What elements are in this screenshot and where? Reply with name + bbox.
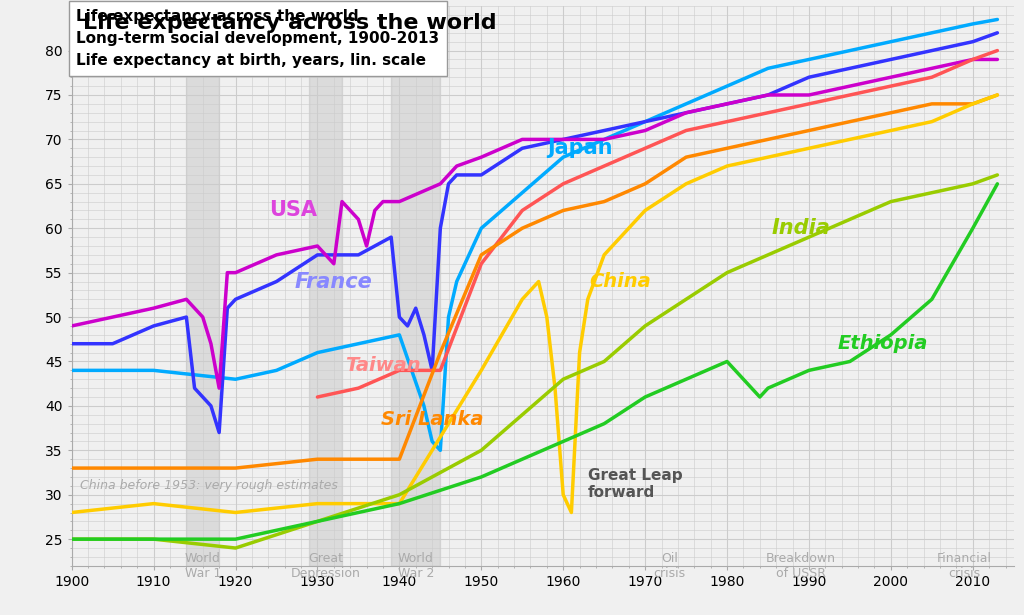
Text: World
War 2: World War 2 bbox=[397, 552, 434, 581]
Text: India: India bbox=[771, 218, 830, 238]
Text: World
War 1: World War 1 bbox=[184, 552, 221, 581]
Text: Ethiopia: Ethiopia bbox=[838, 334, 928, 353]
Text: Sri Lanka: Sri Lanka bbox=[381, 410, 483, 429]
Bar bbox=[391, 6, 440, 566]
Text: Japan: Japan bbox=[547, 138, 612, 158]
Text: China: China bbox=[590, 272, 651, 291]
Text: Breakdown
of USSR: Breakdown of USSR bbox=[766, 552, 836, 581]
Text: Financial
crisis: Financial crisis bbox=[937, 552, 992, 581]
Text: Taiwan: Taiwan bbox=[345, 357, 421, 375]
Bar bbox=[309, 6, 342, 566]
Text: USA: USA bbox=[269, 200, 316, 220]
Text: Great
Depression: Great Depression bbox=[291, 552, 360, 581]
Text: Oil
crisis: Oil crisis bbox=[653, 552, 686, 581]
Text: Great Leap
forward: Great Leap forward bbox=[588, 468, 682, 501]
Text: China before 1953: very rough estimates: China before 1953: very rough estimates bbox=[80, 479, 338, 493]
Text: Life expectancy across the world
Long-term social development, 1900-2013
Life ex: Life expectancy across the world Long-te… bbox=[77, 9, 439, 68]
Text: Life expectancy across the world: Life expectancy across the world bbox=[83, 13, 497, 33]
Text: France: France bbox=[295, 272, 373, 292]
Bar bbox=[186, 6, 219, 566]
